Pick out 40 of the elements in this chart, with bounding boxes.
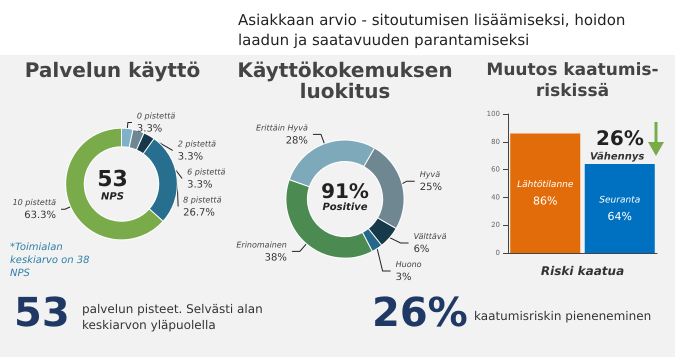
slice-label: 8 pistettä	[183, 195, 222, 204]
chart-title: Käyttökokemuksen luokitus	[236, 58, 454, 105]
data-label: 3%	[396, 272, 412, 283]
data-label: 6%	[414, 244, 430, 255]
slice-label: 2 pistettä	[178, 139, 216, 148]
slice-label: 10 pistettä	[12, 198, 56, 208]
data-label: 25%	[420, 182, 442, 194]
x-axis-title: Riski kaatua	[540, 264, 624, 278]
x-tick-label: Seuranta	[599, 196, 640, 206]
data-label: 28%	[286, 135, 308, 146]
data-label: 3.3%	[136, 123, 162, 134]
text: 26%	[372, 290, 468, 336]
annotation: 26%	[596, 126, 644, 150]
x-tick-label: Lähtötilanne	[517, 180, 574, 190]
annotation: Vähennys	[590, 152, 644, 162]
text: Positive	[322, 202, 368, 214]
data-label: 64%	[608, 210, 632, 224]
slice-label: Erinomainen	[236, 240, 287, 250]
text: *Toimialan keskiarvo on 38 NPS	[10, 242, 93, 279]
data-label: 26.7%	[183, 207, 215, 218]
slice-label: Hyvä	[420, 170, 440, 180]
text: 53	[14, 290, 70, 336]
data-label: 3.3%	[187, 179, 213, 190]
text: NPS	[101, 191, 124, 202]
slice-label: Huono	[396, 260, 422, 269]
slice-label: 6 pistettä	[187, 167, 226, 176]
data-label: 86%	[533, 194, 558, 208]
text: kaatumisriskin pieneneminen	[474, 309, 652, 323]
slice-label: 0 pistettä	[136, 111, 176, 120]
data-label: 3.3%	[178, 151, 204, 162]
chart-title: Muutos kaatumis-riskissä	[485, 60, 660, 103]
text: 53	[97, 166, 128, 192]
data-label: 63.3%	[24, 210, 56, 222]
data-label: 38%	[264, 252, 287, 264]
slice-label: Erittäin Hyvä	[256, 123, 308, 132]
text: 91%	[321, 179, 369, 204]
slice-label: Välttävä	[414, 232, 447, 241]
chart-title: Palvelun käyttö	[24, 58, 202, 84]
text: palvelun pisteet. Selvästi alan keskiarvon yläpuolella	[82, 301, 264, 333]
text: Asiakkaan arvio - sitoutumisen lisäämiseksi, hoidon laadun ja saatavuuden parantamiseksi	[238, 11, 626, 49]
